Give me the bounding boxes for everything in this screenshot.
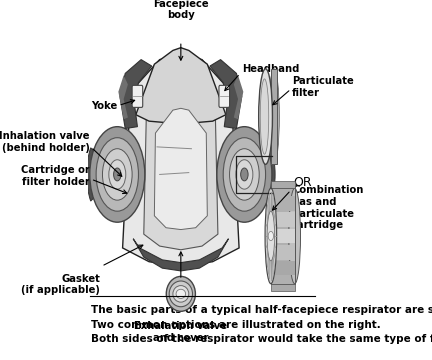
Text: Inhalation valve
(behind holder): Inhalation valve (behind holder) (0, 131, 90, 153)
Circle shape (229, 149, 259, 200)
Circle shape (223, 138, 266, 211)
Ellipse shape (260, 79, 269, 154)
Polygon shape (271, 212, 295, 227)
Text: The basic parts of a typical half-facepiece respirator are shown.: The basic parts of a typical half-facepi… (91, 305, 432, 315)
Polygon shape (234, 75, 243, 119)
Text: OR: OR (293, 176, 312, 189)
Polygon shape (123, 55, 239, 266)
Circle shape (268, 231, 273, 240)
Text: Exhalation valve
and cover: Exhalation valve and cover (134, 321, 227, 343)
Ellipse shape (269, 69, 280, 164)
Ellipse shape (176, 289, 186, 298)
Ellipse shape (173, 285, 189, 302)
Text: Both sides of the respirator would take the same type of filter or cartridge.: Both sides of the respirator would take … (91, 334, 432, 344)
Circle shape (96, 138, 139, 211)
Ellipse shape (267, 211, 275, 261)
Circle shape (241, 168, 248, 181)
Polygon shape (271, 229, 295, 243)
Wedge shape (227, 163, 261, 188)
Polygon shape (271, 197, 295, 211)
Wedge shape (86, 148, 100, 201)
Circle shape (236, 160, 253, 189)
Ellipse shape (265, 188, 276, 284)
Circle shape (109, 160, 126, 189)
Circle shape (102, 149, 132, 200)
Polygon shape (133, 239, 229, 271)
Circle shape (114, 168, 121, 181)
Text: Cartridge or
filter holder: Cartridge or filter holder (21, 166, 90, 187)
Circle shape (217, 127, 272, 222)
Wedge shape (262, 148, 275, 201)
Polygon shape (271, 245, 295, 260)
Text: Particulate
filter: Particulate filter (292, 76, 354, 98)
Text: Yoke: Yoke (91, 100, 118, 111)
Ellipse shape (259, 69, 273, 164)
Polygon shape (210, 60, 242, 129)
Text: Two common options are illustrated on the right.: Two common options are illustrated on th… (91, 320, 381, 330)
Polygon shape (120, 60, 152, 129)
Polygon shape (118, 75, 128, 119)
Text: Combination
gas and
particulate
cartridge: Combination gas and particulate cartridg… (292, 185, 363, 230)
Text: Headband: Headband (242, 64, 299, 74)
Polygon shape (271, 261, 295, 275)
Ellipse shape (166, 276, 195, 311)
FancyBboxPatch shape (132, 85, 143, 107)
FancyBboxPatch shape (219, 85, 229, 107)
Polygon shape (271, 188, 295, 284)
Polygon shape (271, 69, 277, 164)
Polygon shape (271, 181, 295, 188)
Text: Gasket
(if applicable): Gasket (if applicable) (22, 274, 100, 295)
Ellipse shape (169, 281, 193, 307)
Polygon shape (154, 108, 207, 230)
Polygon shape (144, 81, 218, 250)
Polygon shape (136, 48, 226, 124)
Text: Facepiece
body: Facepiece body (153, 0, 209, 20)
Polygon shape (271, 284, 295, 291)
Circle shape (90, 127, 145, 222)
Ellipse shape (289, 188, 301, 284)
Wedge shape (100, 163, 134, 188)
